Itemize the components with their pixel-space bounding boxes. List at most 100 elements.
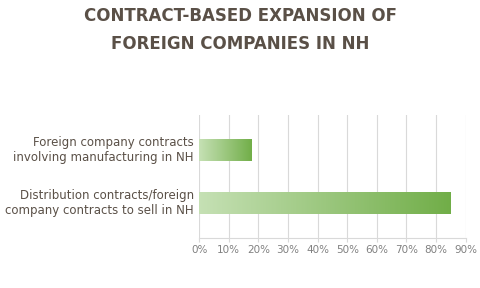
Bar [201, 192, 202, 214]
Bar [308, 192, 309, 214]
Bar [386, 192, 387, 214]
Bar [362, 192, 363, 214]
Bar [446, 192, 447, 214]
Bar [450, 192, 451, 214]
Bar [230, 192, 231, 214]
Bar [279, 192, 280, 214]
Bar [389, 192, 390, 214]
Bar [419, 192, 420, 214]
Bar [333, 192, 334, 214]
Bar [305, 192, 306, 214]
Bar [251, 192, 252, 214]
Bar [269, 192, 270, 214]
Bar [354, 192, 355, 214]
Bar [244, 192, 245, 214]
Bar [204, 192, 205, 214]
Bar [345, 192, 346, 214]
Bar [364, 192, 365, 214]
Bar [441, 192, 442, 214]
Bar [329, 192, 330, 214]
Bar [316, 192, 317, 214]
Bar [378, 192, 379, 214]
Bar [403, 192, 404, 214]
Bar [249, 192, 250, 214]
Bar [233, 192, 234, 214]
Bar [207, 192, 208, 214]
Bar [252, 192, 253, 214]
Bar [406, 192, 407, 214]
Bar [434, 192, 435, 214]
Bar [334, 192, 335, 214]
Bar [431, 192, 432, 214]
Bar [373, 192, 374, 214]
Bar [384, 192, 385, 214]
Bar [356, 192, 357, 214]
Bar [218, 192, 219, 214]
Bar [276, 192, 277, 214]
Bar [309, 192, 310, 214]
Bar [324, 192, 325, 214]
Bar [310, 192, 311, 214]
Bar [376, 192, 377, 214]
Bar [234, 192, 235, 214]
Bar [440, 192, 441, 214]
Bar [435, 192, 436, 214]
Text: CONTRACT-BASED EXPANSION OF: CONTRACT-BASED EXPANSION OF [84, 7, 396, 25]
Bar [254, 192, 255, 214]
Bar [283, 192, 284, 214]
Bar [292, 192, 293, 214]
Bar [397, 192, 398, 214]
Bar [202, 192, 203, 214]
Bar [420, 192, 421, 214]
Bar [407, 192, 408, 214]
Bar [395, 192, 396, 214]
Bar [315, 192, 316, 214]
Bar [216, 192, 217, 214]
Bar [449, 192, 450, 214]
Bar [427, 192, 428, 214]
Bar [298, 192, 299, 214]
Bar [277, 192, 278, 214]
Bar [278, 192, 279, 214]
Bar [297, 192, 298, 214]
Bar [282, 192, 283, 214]
Bar [361, 192, 362, 214]
Bar [243, 192, 244, 214]
Bar [258, 192, 259, 214]
Bar [436, 192, 437, 214]
Bar [421, 192, 422, 214]
Bar [210, 192, 211, 214]
Bar [400, 192, 401, 214]
Bar [303, 192, 304, 214]
Bar [299, 192, 300, 214]
Bar [319, 192, 320, 214]
Bar [430, 192, 431, 214]
Bar [232, 192, 233, 214]
Bar [444, 192, 445, 214]
Bar [393, 192, 394, 214]
Bar [214, 192, 215, 214]
Bar [372, 192, 373, 214]
Bar [344, 192, 345, 214]
Bar [439, 192, 440, 214]
Bar [267, 192, 268, 214]
Bar [404, 192, 405, 214]
Bar [411, 192, 412, 214]
Bar [410, 192, 411, 214]
Bar [359, 192, 360, 214]
Bar [367, 192, 368, 214]
Bar [311, 192, 312, 214]
Bar [370, 192, 371, 214]
Bar [326, 192, 327, 214]
Bar [358, 192, 359, 214]
Bar [209, 192, 210, 214]
Bar [229, 192, 230, 214]
Bar [250, 192, 251, 214]
Bar [338, 192, 339, 214]
Bar [350, 192, 351, 214]
Bar [247, 192, 248, 214]
Bar [337, 192, 338, 214]
Bar [235, 192, 236, 214]
Bar [270, 192, 271, 214]
Bar [383, 192, 384, 214]
